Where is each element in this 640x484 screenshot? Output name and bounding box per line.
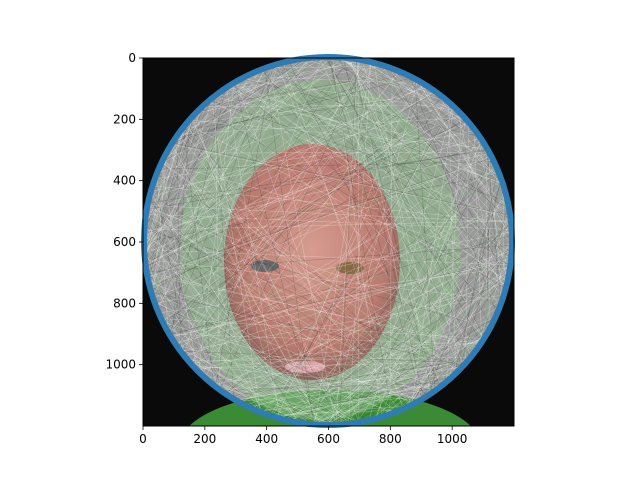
y-ticks: 0 200 400 600 800 1000	[105, 51, 143, 372]
x-tick-label: 0	[139, 432, 147, 446]
x-tick-label: 800	[379, 432, 402, 446]
y-tick-label: 200	[113, 112, 136, 126]
x-ticks: 0 200 400 600 800 1000	[139, 426, 467, 446]
y-tick-label: 600	[113, 235, 136, 249]
x-tick-label: 600	[317, 432, 340, 446]
y-tick-label: 1000	[105, 358, 136, 372]
y-tick-label: 800	[113, 296, 136, 310]
x-tick-label: 200	[193, 432, 216, 446]
x-tick-label: 1000	[437, 432, 468, 446]
image-area	[143, 57, 514, 480]
y-tick-label: 0	[128, 51, 136, 65]
x-tick-label: 400	[255, 432, 278, 446]
y-tick-label: 400	[113, 174, 136, 188]
